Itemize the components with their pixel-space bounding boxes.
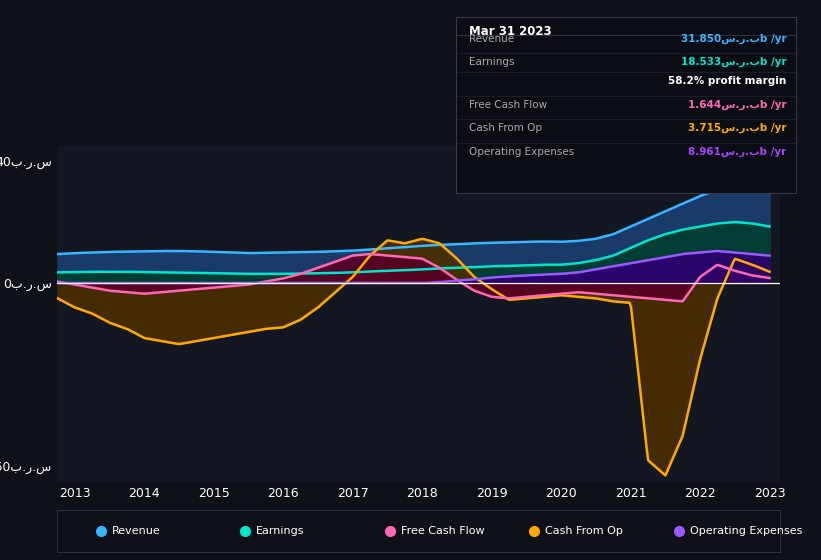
Text: Revenue: Revenue (112, 526, 160, 535)
Text: 18.533س.ر.بb /yr: 18.533س.ر.بb /yr (681, 57, 787, 67)
Text: Operating Expenses: Operating Expenses (690, 526, 802, 535)
Text: Mar 31 2023: Mar 31 2023 (470, 25, 552, 38)
Text: 1.644س.ر.بb /yr: 1.644س.ر.بb /yr (687, 100, 787, 110)
Text: Cash From Op: Cash From Op (545, 526, 623, 535)
Text: Earnings: Earnings (470, 57, 515, 67)
Text: 31.850س.ر.بb /yr: 31.850س.ر.بb /yr (681, 34, 787, 44)
Text: 3.715س.ر.بb /yr: 3.715س.ر.بb /yr (688, 123, 787, 133)
Text: 58.2% profit margin: 58.2% profit margin (668, 77, 787, 86)
Text: Earnings: Earnings (256, 526, 305, 535)
Text: Free Cash Flow: Free Cash Flow (470, 100, 548, 110)
Text: Revenue: Revenue (470, 34, 515, 44)
Text: Operating Expenses: Operating Expenses (470, 147, 575, 157)
Text: 8.961س.ر.بb /yr: 8.961س.ر.بb /yr (688, 147, 787, 157)
Text: Free Cash Flow: Free Cash Flow (401, 526, 484, 535)
Text: Cash From Op: Cash From Op (470, 123, 543, 133)
